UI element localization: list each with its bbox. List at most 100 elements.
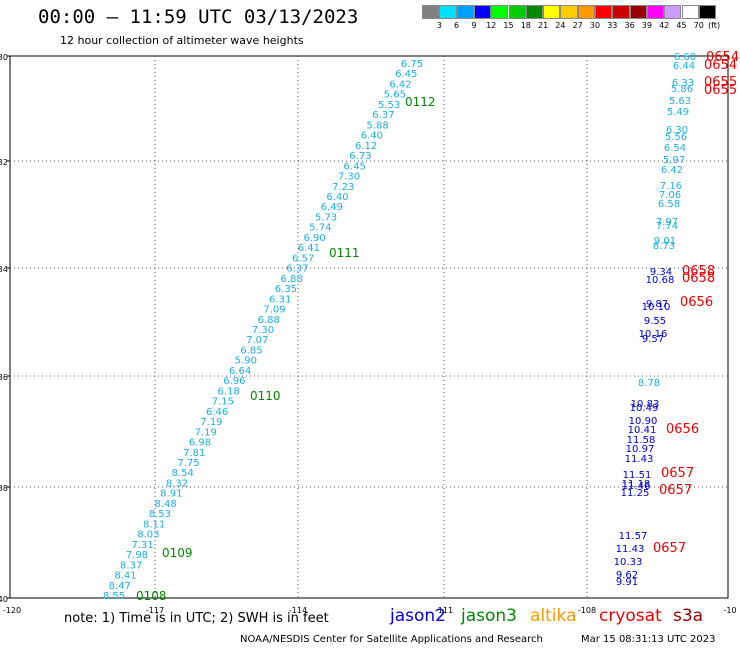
swh-value: 9.34 — [650, 267, 672, 278]
legend-swatch — [491, 5, 509, 19]
swh-value: 6.45 — [344, 161, 366, 172]
lat-tick-label: -34 — [0, 265, 8, 274]
swh-value: 7.74 — [656, 221, 678, 232]
swh-value: 8.73 — [653, 241, 675, 252]
legend-label: 30 — [589, 21, 601, 30]
pass-time-label: 0656 — [680, 295, 713, 310]
swh-value: 7.97 — [656, 217, 678, 228]
swh-value: 6.31 — [269, 294, 291, 305]
satellite-cryosat: cryosat — [599, 606, 662, 626]
legend-swatch — [681, 5, 699, 19]
legend-swatch — [422, 5, 440, 19]
legend-swatch — [525, 5, 544, 19]
swh-value: 8.37 — [120, 560, 142, 571]
legend-swatch — [646, 5, 665, 19]
swh-value: 9.62 — [616, 570, 638, 581]
legend-swatch — [612, 5, 630, 19]
legend-swatch — [664, 5, 682, 19]
swh-value: 8.53 — [149, 509, 171, 520]
swh-value: 5.49 — [667, 107, 689, 118]
swh-value: 7.23 — [332, 182, 354, 193]
swh-value: 8.48 — [154, 499, 176, 510]
swh-value: 10.10 — [642, 302, 671, 313]
swh-value: 6.44 — [673, 61, 695, 72]
lon-tick-label: -117 — [146, 606, 164, 615]
swh-value: 8.55 — [103, 591, 125, 602]
swh-value: 7.09 — [263, 305, 285, 316]
footer-credit: NOAA/NESDIS Center for Satellite Applica… — [240, 634, 543, 645]
swh-value: 5.73 — [315, 212, 337, 223]
satellite-jason2: jason2 — [390, 606, 446, 626]
lat-tick-label: -32 — [0, 158, 8, 167]
swh-value: 5.90 — [235, 356, 257, 367]
lat-tick-label: -40 — [0, 595, 8, 604]
pass-time-label: 0657 — [661, 466, 694, 481]
legend-label: 27 — [572, 21, 583, 30]
swh-value: 6.96 — [223, 376, 245, 387]
swh-value: 8.91 — [160, 489, 182, 500]
swh-value: 6.33 — [672, 78, 694, 89]
pass-time-label: 0654 — [706, 50, 739, 65]
swh-value: 6.88 — [258, 315, 280, 326]
legend-swatch — [629, 5, 647, 19]
swh-value: 11.57 — [619, 531, 648, 542]
swh-value: 11.18 — [622, 479, 651, 490]
page-title: 00:00 — 11:59 UTC 03/13/2023 — [38, 6, 359, 28]
swh-value: 6.98 — [189, 438, 211, 449]
lon-tick-label: -10 — [723, 606, 736, 615]
swh-value: 8.47 — [109, 581, 131, 592]
footer-timestamp: Mar 15 08:31:13 UTC 2023 — [581, 634, 716, 645]
pass-time-label: 0656 — [666, 422, 699, 437]
swh-value: 10.41 — [628, 425, 657, 436]
swh-value: 8.03 — [137, 530, 159, 541]
lon-tick-label: -108 — [578, 606, 596, 615]
legend-swatch — [439, 5, 457, 19]
swh-value: 6.75 — [401, 59, 423, 70]
swh-value: 10.90 — [629, 416, 658, 427]
swh-value: 5.56 — [665, 132, 687, 143]
swh-value: 10.97 — [626, 444, 655, 455]
swh-value: 8.54 — [172, 468, 194, 479]
swh-value: 6.37 — [372, 110, 394, 121]
pass-time-label: 0654 — [704, 58, 737, 73]
swh-value: 8.32 — [166, 478, 188, 489]
pass-time-label: 0655 — [704, 83, 737, 98]
swh-value: 8.41 — [114, 571, 136, 582]
swh-value: 6.40 — [326, 192, 348, 203]
swh-value: 10.33 — [614, 557, 643, 568]
footnote: note: 1) Time is in UTC; 2) SWH is in fe… — [64, 611, 329, 626]
swh-value: 5.97 — [663, 155, 685, 166]
swh-value: 5.74 — [309, 223, 331, 234]
legend-label: 18 — [520, 21, 531, 30]
legend-label: 9 — [471, 21, 477, 30]
swh-value: 10.49 — [630, 403, 659, 414]
swh-value: 11.43 — [616, 544, 645, 555]
swh-value: 6.42 — [389, 79, 411, 90]
satellite-altika: altika — [530, 606, 577, 626]
swh-value: 6.41 — [298, 243, 320, 254]
plot-frame — [9, 55, 729, 599]
swh-value: 11.51 — [623, 470, 652, 481]
legend-label: 42 — [659, 21, 670, 30]
lon-tick-label: -111 — [435, 606, 453, 615]
swh-value: 9.55 — [644, 316, 666, 327]
legend-swatch — [508, 5, 526, 19]
legend-swatch — [577, 5, 595, 19]
legend-swatch — [473, 5, 492, 19]
swh-value: 11.46 — [622, 481, 651, 492]
swh-value: 9.87 — [646, 299, 668, 310]
swh-value: 6.37 — [286, 264, 308, 275]
legend-label: 39 — [641, 21, 652, 30]
swh-value: 6.88 — [281, 274, 303, 285]
legend-label: 3 — [436, 21, 442, 30]
swh-value: 6.42 — [661, 165, 683, 176]
legend-swatch — [543, 5, 561, 19]
pass-time-label: 0658 — [682, 264, 715, 279]
legend-label: 70 — [693, 21, 704, 30]
swh-value: 6.45 — [395, 69, 417, 80]
swh-value: 5.53 — [378, 100, 400, 111]
swh-value: 6.64 — [229, 366, 251, 377]
swh-value: 6.12 — [355, 141, 377, 152]
swh-value: 10.83 — [631, 399, 660, 410]
swh-value: 7.30 — [252, 325, 274, 336]
